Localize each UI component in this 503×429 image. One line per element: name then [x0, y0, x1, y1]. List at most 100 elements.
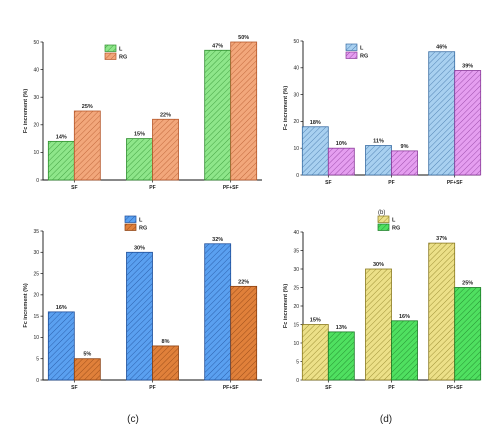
bar-rg-pf-sf	[454, 70, 482, 176]
y-tick-label: 10	[33, 335, 39, 341]
chart-panel-2: 0 10 20 30 40 50 Fc increment (%) SF 18% 10% PF 11%…	[283, 39, 482, 186]
legend-swatch-l	[377, 215, 390, 223]
y-tick-label: 35	[293, 248, 299, 254]
legend-swatch-l	[104, 44, 117, 52]
x-category-label: PF+SF	[223, 385, 239, 391]
bar-rg-pf	[391, 150, 418, 176]
bar-l-sf	[301, 126, 329, 176]
y-tick-label: 50	[33, 40, 39, 46]
bar-rg-sf	[73, 358, 101, 381]
x-category-label: PF	[388, 180, 394, 186]
data-label: 16%	[399, 314, 410, 320]
legend: L RG	[104, 44, 127, 61]
legend-label-l: L	[392, 218, 396, 224]
data-label: 15%	[134, 132, 145, 138]
data-label: 5%	[83, 352, 91, 358]
y-tick-label: 5	[36, 357, 39, 363]
data-label: 25%	[462, 281, 473, 287]
data-label: 39%	[462, 63, 473, 69]
data-label: 22%	[160, 112, 171, 118]
bar-l-pf-sf	[204, 243, 232, 381]
y-tick-label: 40	[293, 66, 299, 72]
y-tick-label: 30	[33, 95, 39, 101]
data-label: 10%	[336, 141, 347, 147]
chart-panel-1: 0 10 20 30 40 50 Fc increment (%) SF 14% 25% PF 15%…	[23, 35, 262, 191]
x-category-label: SF	[325, 385, 331, 391]
chart-panel-3: 0 5 10 15 20 25 30 35 Fc increment (%) SF 16% 5% PF 3…	[23, 215, 262, 391]
bar-rg-pf-sf	[230, 285, 258, 381]
x-category-label: SF	[325, 180, 331, 186]
y-tick-label: 30	[293, 92, 299, 98]
y-tick-label: 15	[293, 322, 299, 328]
legend-label-l: L	[360, 46, 364, 52]
y-tick-label: 20	[293, 119, 299, 125]
y-tick-label: 0	[36, 178, 39, 184]
y-axis-title: Fc increment (%)	[23, 89, 29, 133]
legend: L RG	[345, 43, 368, 60]
y-tick-label: 35	[33, 229, 39, 235]
x-category-label: PF+SF	[447, 180, 463, 186]
data-label: 15%	[310, 318, 321, 324]
x-category-label: PF+SF	[223, 185, 239, 191]
bar-rg-pf	[391, 320, 418, 381]
y-tick-label: 40	[293, 230, 299, 236]
legend-label-l: L	[139, 218, 143, 224]
y-tick-label: 20	[33, 123, 39, 129]
bar-l-pf	[365, 268, 392, 381]
bar-l-pf	[126, 251, 153, 381]
y-tick-label: 30	[293, 267, 299, 273]
data-label: 30%	[373, 262, 384, 268]
panel-caption-b: (b)	[378, 210, 385, 216]
bar-l-pf	[365, 145, 392, 176]
legend-swatch-rg	[104, 52, 117, 60]
y-tick-label: 0	[296, 378, 299, 384]
legend-swatch-rg	[345, 51, 358, 59]
data-label: 22%	[238, 279, 249, 285]
legend-label-rg: RG	[392, 226, 400, 232]
y-tick-label: 10	[293, 146, 299, 152]
legend-label-rg: RG	[360, 54, 368, 60]
data-label: 37%	[436, 236, 447, 242]
legend-swatch-rg	[124, 223, 137, 231]
x-category-label: PF+SF	[447, 385, 463, 391]
data-label: 9%	[401, 144, 409, 150]
panel-caption-c: (c)	[127, 414, 139, 425]
x-category-label: SF	[71, 185, 77, 191]
x-category-label: SF	[71, 385, 77, 391]
legend-label-l: L	[119, 47, 123, 53]
bar-l-pf	[126, 138, 153, 181]
data-label: 46%	[436, 45, 447, 51]
legend-label-rg: RG	[119, 55, 127, 61]
bar-l-sf	[47, 311, 75, 381]
data-label: 16%	[56, 305, 67, 311]
y-tick-label: 20	[33, 293, 39, 299]
data-label: 47%	[212, 43, 223, 49]
legend-swatch-l	[345, 43, 358, 51]
legend-swatch-l	[124, 215, 137, 223]
y-tick-label: 0	[296, 173, 299, 179]
data-label: 14%	[56, 134, 67, 140]
y-tick-label: 50	[293, 39, 299, 45]
data-label: 18%	[310, 120, 321, 126]
bar-rg-sf	[327, 147, 355, 176]
y-tick-label: 30	[33, 250, 39, 256]
data-label: 13%	[336, 325, 347, 331]
bar-rg-pf-sf	[454, 287, 482, 381]
y-tick-label: 5	[296, 359, 299, 365]
bar-l-pf-sf	[428, 242, 456, 381]
y-axis-title: Fc increment (%)	[283, 86, 289, 130]
y-axis-title: Fc increment (%)	[283, 284, 289, 328]
y-tick-label: 15	[33, 314, 39, 320]
data-label: 30%	[134, 245, 145, 251]
data-label: 32%	[212, 237, 223, 243]
y-tick-label: 25	[33, 271, 39, 277]
bar-rg-pf	[152, 118, 179, 181]
bar-l-pf-sf	[204, 49, 232, 181]
bar-rg-sf	[73, 110, 101, 181]
data-label: 8%	[162, 339, 170, 345]
data-label: 25%	[82, 104, 93, 110]
chart-panel-4: 0 5 10 15 20 25 30 35 40 Fc increment (%) SF 15% 13%…	[283, 215, 482, 391]
y-axis-title: Fc increment (%)	[23, 283, 29, 327]
bar-rg-sf	[327, 331, 355, 381]
